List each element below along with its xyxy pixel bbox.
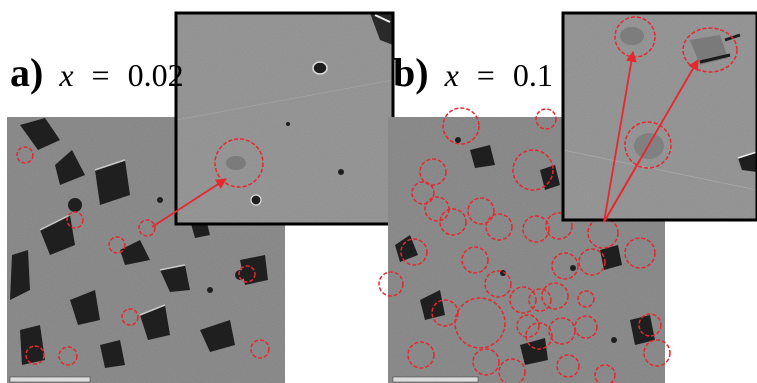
marker <box>545 212 573 240</box>
panel-a-inset <box>174 11 395 226</box>
marker <box>467 197 495 225</box>
marker <box>577 290 595 308</box>
marker <box>16 146 34 164</box>
marker <box>528 288 552 312</box>
panel-a-label: a) x = 0.02 <box>10 50 184 95</box>
marker <box>551 252 579 280</box>
marker <box>419 158 447 186</box>
marker <box>509 286 537 314</box>
panel-b-arrows <box>603 50 699 223</box>
panel-a-arrow <box>151 178 227 228</box>
marker <box>535 108 557 130</box>
marker <box>522 215 550 243</box>
panel-b-scale-bar <box>392 376 479 383</box>
marker <box>541 282 569 310</box>
marker <box>624 121 672 169</box>
panel-b-arrow-1 <box>603 50 637 223</box>
panel-b-inset-features <box>562 27 757 191</box>
marker <box>525 322 553 350</box>
panel-a-inset-features <box>175 13 394 206</box>
marker <box>439 208 467 236</box>
marker <box>121 308 139 326</box>
marker <box>574 315 598 339</box>
panel-a-scale-bar <box>9 376 91 383</box>
panel-a-edges <box>39 159 186 316</box>
marker <box>66 211 84 229</box>
panel-a-inset-marker <box>214 138 264 188</box>
marker <box>58 346 78 366</box>
marker <box>378 271 404 297</box>
panel-b-markers <box>378 107 671 383</box>
marker <box>250 339 270 359</box>
marker <box>25 345 45 365</box>
marker <box>578 248 606 276</box>
panel-a: a) x = 0.02 <box>7 11 395 383</box>
marker <box>485 213 513 241</box>
marker <box>498 358 526 383</box>
marker <box>138 219 156 237</box>
marker <box>587 217 619 249</box>
marker <box>407 341 435 369</box>
panel-b-pores <box>395 137 655 365</box>
panel-b-inset-border <box>561 11 757 222</box>
marker <box>594 364 616 383</box>
marker <box>461 246 489 274</box>
marker <box>400 238 428 266</box>
marker <box>411 181 435 205</box>
panel-b-arrow-3 <box>603 159 641 223</box>
marker <box>682 27 738 73</box>
panel-b: b) x = 0.1 <box>378 11 757 383</box>
marker <box>556 354 580 378</box>
panel-b-inset <box>561 11 757 222</box>
marker <box>442 107 480 145</box>
marker <box>472 348 500 376</box>
panel-a-markers <box>16 146 270 366</box>
marker <box>431 299 459 327</box>
marker <box>638 313 662 337</box>
marker <box>108 236 126 254</box>
marker <box>484 270 512 298</box>
marker <box>643 339 671 367</box>
marker <box>516 314 540 338</box>
marker <box>454 297 506 349</box>
panel-b-label: b) x = 0.1 <box>393 50 553 95</box>
marker <box>512 149 554 191</box>
marker <box>238 265 256 283</box>
marker <box>624 237 656 269</box>
